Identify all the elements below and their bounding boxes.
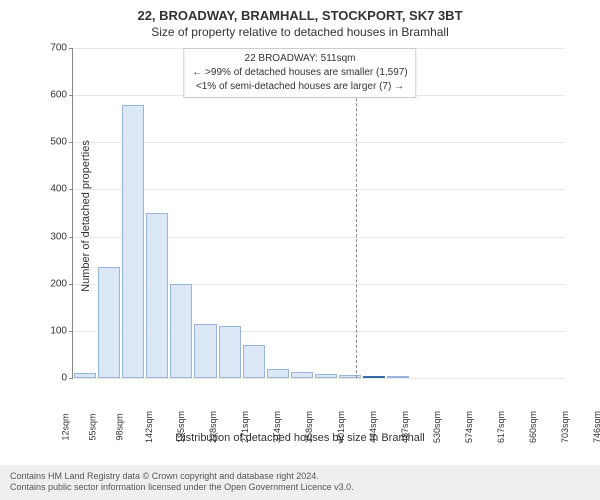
histogram-bar [219,326,241,378]
histogram-bar [339,375,361,378]
footer-line-2: Contains public sector information licen… [10,482,590,494]
y-tick-label: 400 [50,184,67,195]
x-axis-title: Distribution of detached houses by size … [0,432,600,444]
y-tick-mark [69,378,73,379]
y-tick-label: 0 [61,373,67,384]
y-tick-label: 200 [50,278,67,289]
chart-container: 22, BROADWAY, BRAMHALL, STOCKPORT, SK7 3… [0,0,600,500]
footer-line-1: Contains HM Land Registry data © Crown c… [10,471,590,483]
histogram-bar [363,376,385,378]
grid-line [73,378,565,379]
histogram-bar [146,213,168,378]
histogram-bar [291,372,313,378]
y-tick-label: 700 [50,43,67,54]
annotation-box: 22 BROADWAY: 511sqm ← >99% of detached h… [183,48,416,98]
histogram-bar [74,373,96,378]
annotation-line-2: ← >99% of detached houses are smaller (1… [192,66,407,80]
chart-title-main: 22, BROADWAY, BRAMHALL, STOCKPORT, SK7 3… [0,0,600,23]
y-tick-label: 100 [50,325,67,336]
y-tick-label: 500 [50,137,67,148]
histogram-bar [315,374,337,378]
y-tick-label: 300 [50,231,67,242]
histogram-bar [98,267,120,378]
histogram-bar [170,284,192,378]
chart-title-sub: Size of property relative to detached ho… [0,23,600,39]
annotation-line-1: 22 BROADWAY: 511sqm [192,52,407,66]
x-tick-labels: 12sqm55sqm98sqm142sqm185sqm228sqm271sqm3… [72,380,564,430]
footer: Contains HM Land Registry data © Crown c… [0,465,600,500]
histogram-bar [194,324,216,378]
annotation-line-3: <1% of semi-detached houses are larger (… [192,80,407,94]
histogram-bar [267,369,289,378]
y-axis-title: Number of detached properties [80,140,92,292]
histogram-bar [387,376,409,378]
histogram-bar [243,345,265,378]
histogram-bar [122,105,144,378]
y-tick-label: 600 [50,90,67,101]
